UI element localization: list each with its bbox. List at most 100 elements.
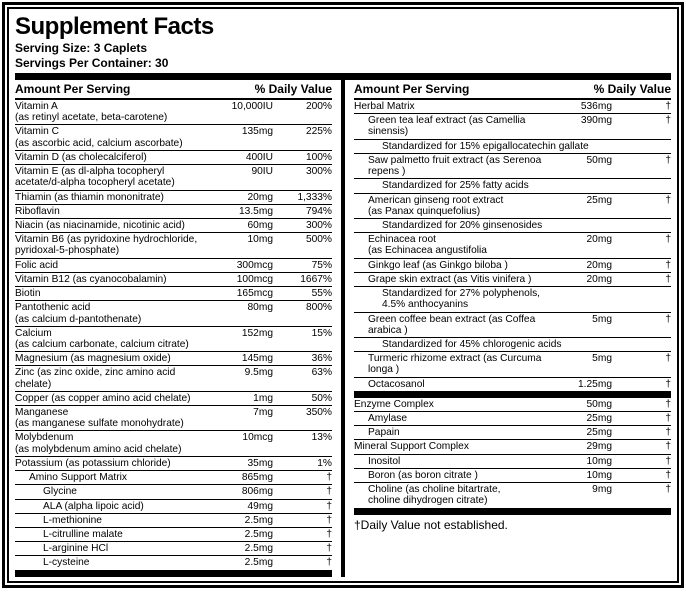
nutrient-name: Standardized for 20% ginsenosides xyxy=(354,220,671,231)
amount: 2.5mg xyxy=(212,515,277,526)
right-rows: Herbal Matrix536mg†Green tea leaf extrac… xyxy=(354,100,671,515)
amount: 9mg xyxy=(551,484,616,506)
table-row: Ginkgo leaf (as Ginkgo biloba )20mg† xyxy=(354,259,671,273)
nutrient-name: Green coffee bean extract (as Coffea ara… xyxy=(354,314,551,336)
supplement-facts-panel: Supplement Facts Serving Size: 3 Caplets… xyxy=(2,2,684,588)
nutrient-name: Octacosanol xyxy=(354,379,551,390)
amount: 9.5mg xyxy=(212,367,277,389)
amount: 80mg xyxy=(212,302,277,324)
amount: 25mg xyxy=(551,413,616,424)
nutrient-name: Thiamin (as thiamin mononitrate) xyxy=(15,192,212,203)
nutrient-name: Molybdenum (as molybdenum amino acid che… xyxy=(15,432,212,454)
table-row: Molybdenum (as molybdenum amino acid che… xyxy=(15,431,332,456)
table-row: Niacin (as niacinamide, nicotinic acid)6… xyxy=(15,219,332,233)
table-row: Vitamin D (as cholecalciferol)400IU100% xyxy=(15,151,332,165)
nutrient-name: Mineral Support Complex xyxy=(354,441,551,452)
left-header: Amount Per Serving % Daily Value xyxy=(15,80,332,100)
nutrient-name: Amylase xyxy=(354,413,551,424)
amount: 7mg xyxy=(212,407,277,429)
amount: 20mg xyxy=(551,234,616,256)
daily-value: 75% xyxy=(277,260,332,271)
daily-value: 800% xyxy=(277,302,332,324)
daily-value: † xyxy=(616,484,671,506)
amount: 5mg xyxy=(551,353,616,375)
nutrient-name: American ginseng root extract (as Panax … xyxy=(354,195,551,217)
amount: 10mg xyxy=(551,456,616,467)
daily-value: 55% xyxy=(277,288,332,299)
nutrient-name: L-arginine HCl xyxy=(15,543,212,554)
daily-value: † xyxy=(616,470,671,481)
table-row: Standardized for 45% chlorogenic acids xyxy=(354,338,671,352)
amount: 20mg xyxy=(551,274,616,285)
amount: 35mg xyxy=(212,458,277,469)
column-separator xyxy=(341,80,345,577)
amount: 20mg xyxy=(212,192,277,203)
daily-value: † xyxy=(277,543,332,554)
nutrient-name: Folic acid xyxy=(15,260,212,271)
daily-value: † xyxy=(616,427,671,438)
table-row: Enzyme Complex50mg† xyxy=(354,398,671,412)
table-row: Glycine806mg† xyxy=(15,485,332,499)
nutrient-name: Riboflavin xyxy=(15,206,212,217)
nutrient-name: Biotin xyxy=(15,288,212,299)
table-row: American ginseng root extract (as Panax … xyxy=(354,194,671,219)
daily-value: † xyxy=(616,413,671,424)
nutrient-name: Vitamin B6 (as pyridoxine hydrochloride,… xyxy=(15,234,212,256)
table-row: Papain25mg† xyxy=(354,426,671,440)
daily-value: † xyxy=(616,353,671,375)
amount: 2.5mg xyxy=(212,557,277,568)
nutrient-name: Magnesium (as magnesium oxide) xyxy=(15,353,212,364)
table-row: L-cysteine2.5mg† xyxy=(15,556,332,576)
amount: 50mg xyxy=(551,155,616,177)
title: Supplement Facts xyxy=(15,13,671,41)
daily-value: † xyxy=(616,399,671,410)
daily-value: † xyxy=(616,274,671,285)
table-row: L-methionine2.5mg† xyxy=(15,514,332,528)
table-row: Octacosanol1.25mg† xyxy=(354,378,671,398)
hdr-dv: % Daily Value xyxy=(594,82,671,96)
nutrient-name: Ginkgo leaf (as Ginkgo biloba ) xyxy=(354,260,551,271)
table-row: Echinacea root (as Echinacea angustifoli… xyxy=(354,233,671,258)
table-row: Calcium (as calcium carbonate, calcium c… xyxy=(15,327,332,352)
amount: 390mg xyxy=(551,115,616,137)
nutrient-name: Inositol xyxy=(354,456,551,467)
nutrient-name: Grape skin extract (as Vitis vinifera ) xyxy=(354,274,551,285)
nutrient-name: Choline (as choline bitartrate, choline … xyxy=(354,484,551,506)
table-row: Biotin165mcg55% xyxy=(15,287,332,301)
nutrient-name: Green tea leaf extract (as Camellia sine… xyxy=(354,115,551,137)
nutrient-name: Standardized for 25% fatty acids xyxy=(354,180,671,191)
daily-value: 200% xyxy=(277,101,332,123)
daily-value: † xyxy=(616,379,671,390)
right-header: Amount Per Serving % Daily Value xyxy=(354,80,671,100)
nutrient-name: Vitamin B12 (as cyanocobalamin) xyxy=(15,274,212,285)
nutrient-name: Saw palmetto fruit extract (as Serenoa r… xyxy=(354,155,551,177)
amount: 1mg xyxy=(212,393,277,404)
nutrient-name: Standardized for 45% chlorogenic acids xyxy=(354,339,671,350)
hdr-dv: % Daily Value xyxy=(255,82,332,96)
amount: 300mcg xyxy=(212,260,277,271)
daily-value: 1% xyxy=(277,458,332,469)
daily-value: † xyxy=(616,155,671,177)
nutrient-name: Amino Support Matrix xyxy=(15,472,212,483)
table-row: Vitamin B6 (as pyridoxine hydrochloride,… xyxy=(15,233,332,258)
nutrient-name: Zinc (as zinc oxide, zinc amino acid che… xyxy=(15,367,212,389)
table-row: Vitamin C (as ascorbic acid, calcium asc… xyxy=(15,125,332,150)
daily-value: 350% xyxy=(277,407,332,429)
table-row: Amino Support Matrix865mg† xyxy=(15,471,332,485)
table-row: L-citrulline malate2.5mg† xyxy=(15,528,332,542)
nutrient-name: Niacin (as niacinamide, nicotinic acid) xyxy=(15,220,212,231)
daily-value: 1667% xyxy=(277,274,332,285)
table-row: Potassium (as potassium chloride)35mg1% xyxy=(15,457,332,471)
amount: 806mg xyxy=(212,486,277,497)
table-row: Standardized for 15% epigallocatechin ga… xyxy=(354,140,671,154)
table-row: Green coffee bean extract (as Coffea ara… xyxy=(354,313,671,338)
amount: 135mg xyxy=(212,126,277,148)
table-row: Choline (as choline bitartrate, choline … xyxy=(354,483,671,514)
daily-value: 300% xyxy=(277,220,332,231)
table-row: Green tea leaf extract (as Camellia sine… xyxy=(354,114,671,139)
amount: 25mg xyxy=(551,195,616,217)
amount: 100mcg xyxy=(212,274,277,285)
table-row: Folic acid300mcg75% xyxy=(15,259,332,273)
daily-value: † xyxy=(616,441,671,452)
daily-value: 225% xyxy=(277,126,332,148)
